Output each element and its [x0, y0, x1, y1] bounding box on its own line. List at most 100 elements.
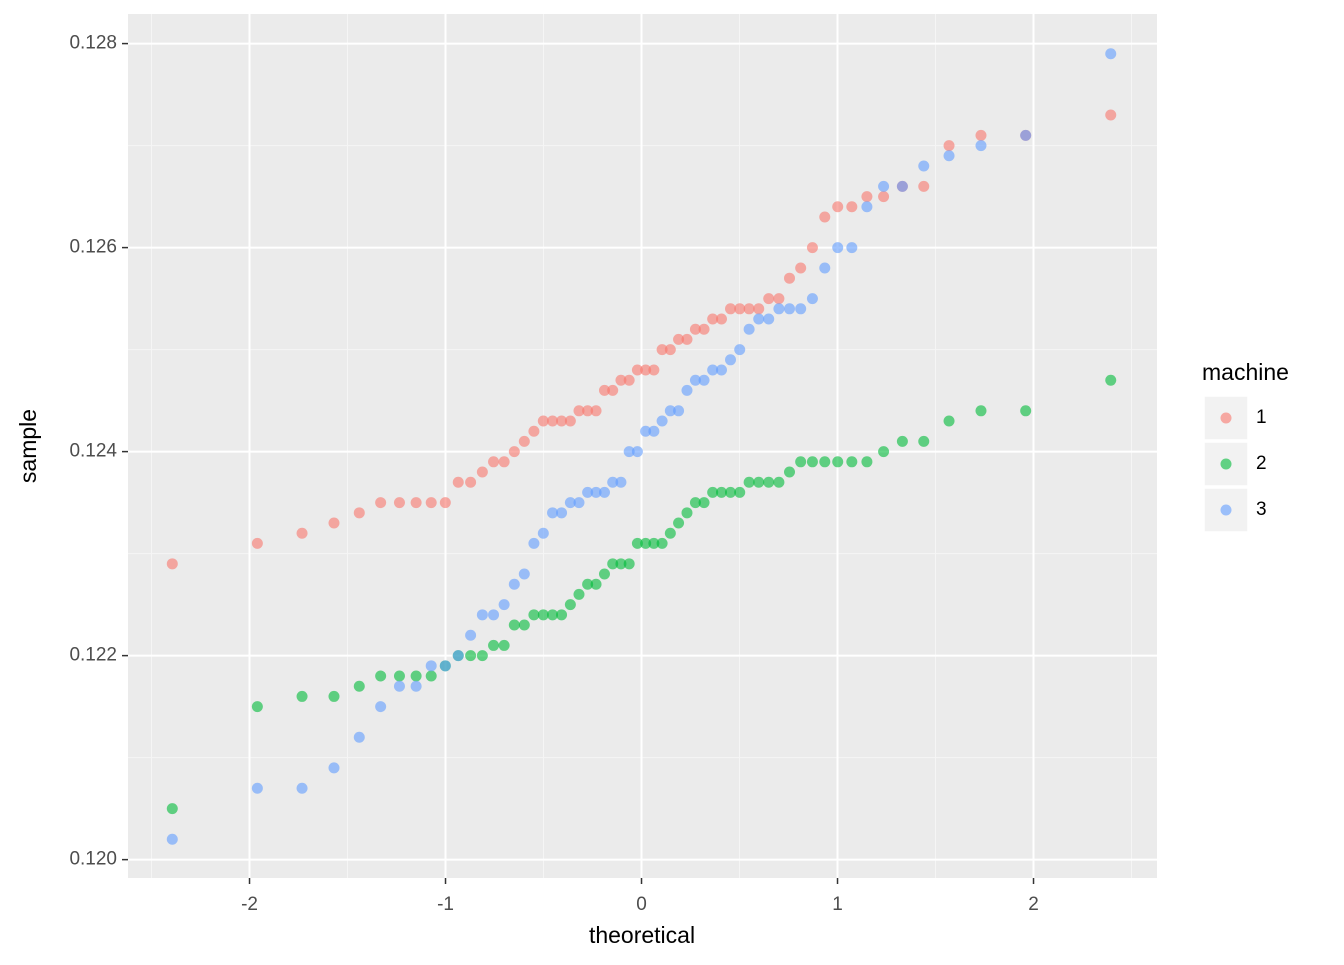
- point: [465, 476, 477, 488]
- point: [537, 609, 549, 621]
- point: [476, 466, 488, 478]
- point: [528, 537, 540, 549]
- point: [425, 670, 437, 682]
- point: [896, 435, 908, 447]
- point: [656, 344, 668, 356]
- x-tick-label: 2: [1028, 894, 1039, 915]
- point: [564, 415, 576, 427]
- point: [556, 507, 568, 519]
- point: [689, 323, 701, 335]
- point: [681, 507, 693, 519]
- point: [547, 507, 559, 519]
- point: [707, 364, 719, 376]
- point: [656, 537, 668, 549]
- point: [819, 262, 831, 274]
- point: [681, 384, 693, 396]
- point: [784, 272, 795, 284]
- point: [439, 497, 451, 509]
- point: [806, 293, 818, 305]
- point: [943, 140, 955, 152]
- point: [648, 364, 660, 376]
- point: [452, 476, 464, 488]
- point: [573, 405, 585, 417]
- point: [615, 476, 627, 488]
- point: [763, 293, 775, 305]
- point: [564, 599, 576, 611]
- point: [773, 293, 785, 305]
- point: [943, 150, 955, 162]
- point: [1105, 48, 1117, 60]
- point: [734, 303, 746, 315]
- legend-label: 3: [1256, 499, 1267, 520]
- point: [918, 435, 930, 447]
- point: [734, 486, 746, 498]
- point: [582, 578, 594, 590]
- point: [753, 313, 765, 325]
- point: [1020, 405, 1032, 417]
- point: [763, 476, 775, 488]
- point: [251, 782, 263, 794]
- legend-label: 1: [1256, 407, 1267, 428]
- point: [508, 578, 520, 590]
- point: [393, 670, 405, 682]
- point: [689, 497, 701, 509]
- point: [488, 456, 500, 468]
- point: [743, 323, 755, 335]
- point: [375, 701, 387, 713]
- y-tick-label: 0.126: [69, 237, 117, 258]
- point: [943, 415, 955, 427]
- point: [166, 833, 178, 845]
- y-axis-title: sample: [15, 409, 41, 483]
- point: [795, 303, 807, 315]
- point: [528, 425, 540, 437]
- y-tick-label: 0.122: [69, 645, 117, 666]
- x-tick-label: -1: [437, 894, 454, 915]
- point: [518, 619, 530, 631]
- point: [537, 527, 549, 539]
- point: [598, 568, 610, 580]
- point: [698, 323, 710, 335]
- point: [166, 803, 178, 815]
- point: [607, 558, 619, 570]
- point: [832, 456, 844, 468]
- point: [518, 435, 530, 447]
- point: [465, 629, 477, 641]
- y-tick-label: 0.124: [69, 441, 117, 462]
- point: [328, 762, 340, 774]
- point: [296, 690, 308, 702]
- point: [698, 374, 710, 386]
- point: [375, 670, 387, 682]
- point: [743, 303, 755, 315]
- point: [698, 497, 710, 509]
- point: [673, 333, 685, 345]
- point: [878, 191, 890, 203]
- point: [328, 690, 340, 702]
- point: [878, 446, 890, 458]
- point: [296, 527, 308, 539]
- x-tick-label: -2: [241, 894, 258, 915]
- point: [707, 486, 719, 498]
- legend-symbol: [1220, 412, 1232, 424]
- legend-symbol: [1220, 504, 1232, 516]
- point: [648, 537, 660, 549]
- point: [664, 527, 676, 539]
- point: [640, 537, 652, 549]
- point: [1105, 109, 1117, 121]
- point: [393, 680, 405, 692]
- point: [640, 425, 652, 437]
- point: [353, 680, 365, 692]
- point: [476, 650, 488, 662]
- point: [393, 497, 405, 509]
- point: [452, 650, 464, 662]
- x-axis-title: theoretical: [589, 922, 695, 948]
- point: [648, 425, 660, 437]
- point: [689, 374, 701, 386]
- point: [743, 476, 755, 488]
- point: [734, 344, 746, 356]
- point: [251, 537, 263, 549]
- point: [975, 140, 987, 152]
- point: [753, 476, 765, 488]
- point: [547, 609, 559, 621]
- point: [564, 497, 576, 509]
- point: [806, 242, 818, 254]
